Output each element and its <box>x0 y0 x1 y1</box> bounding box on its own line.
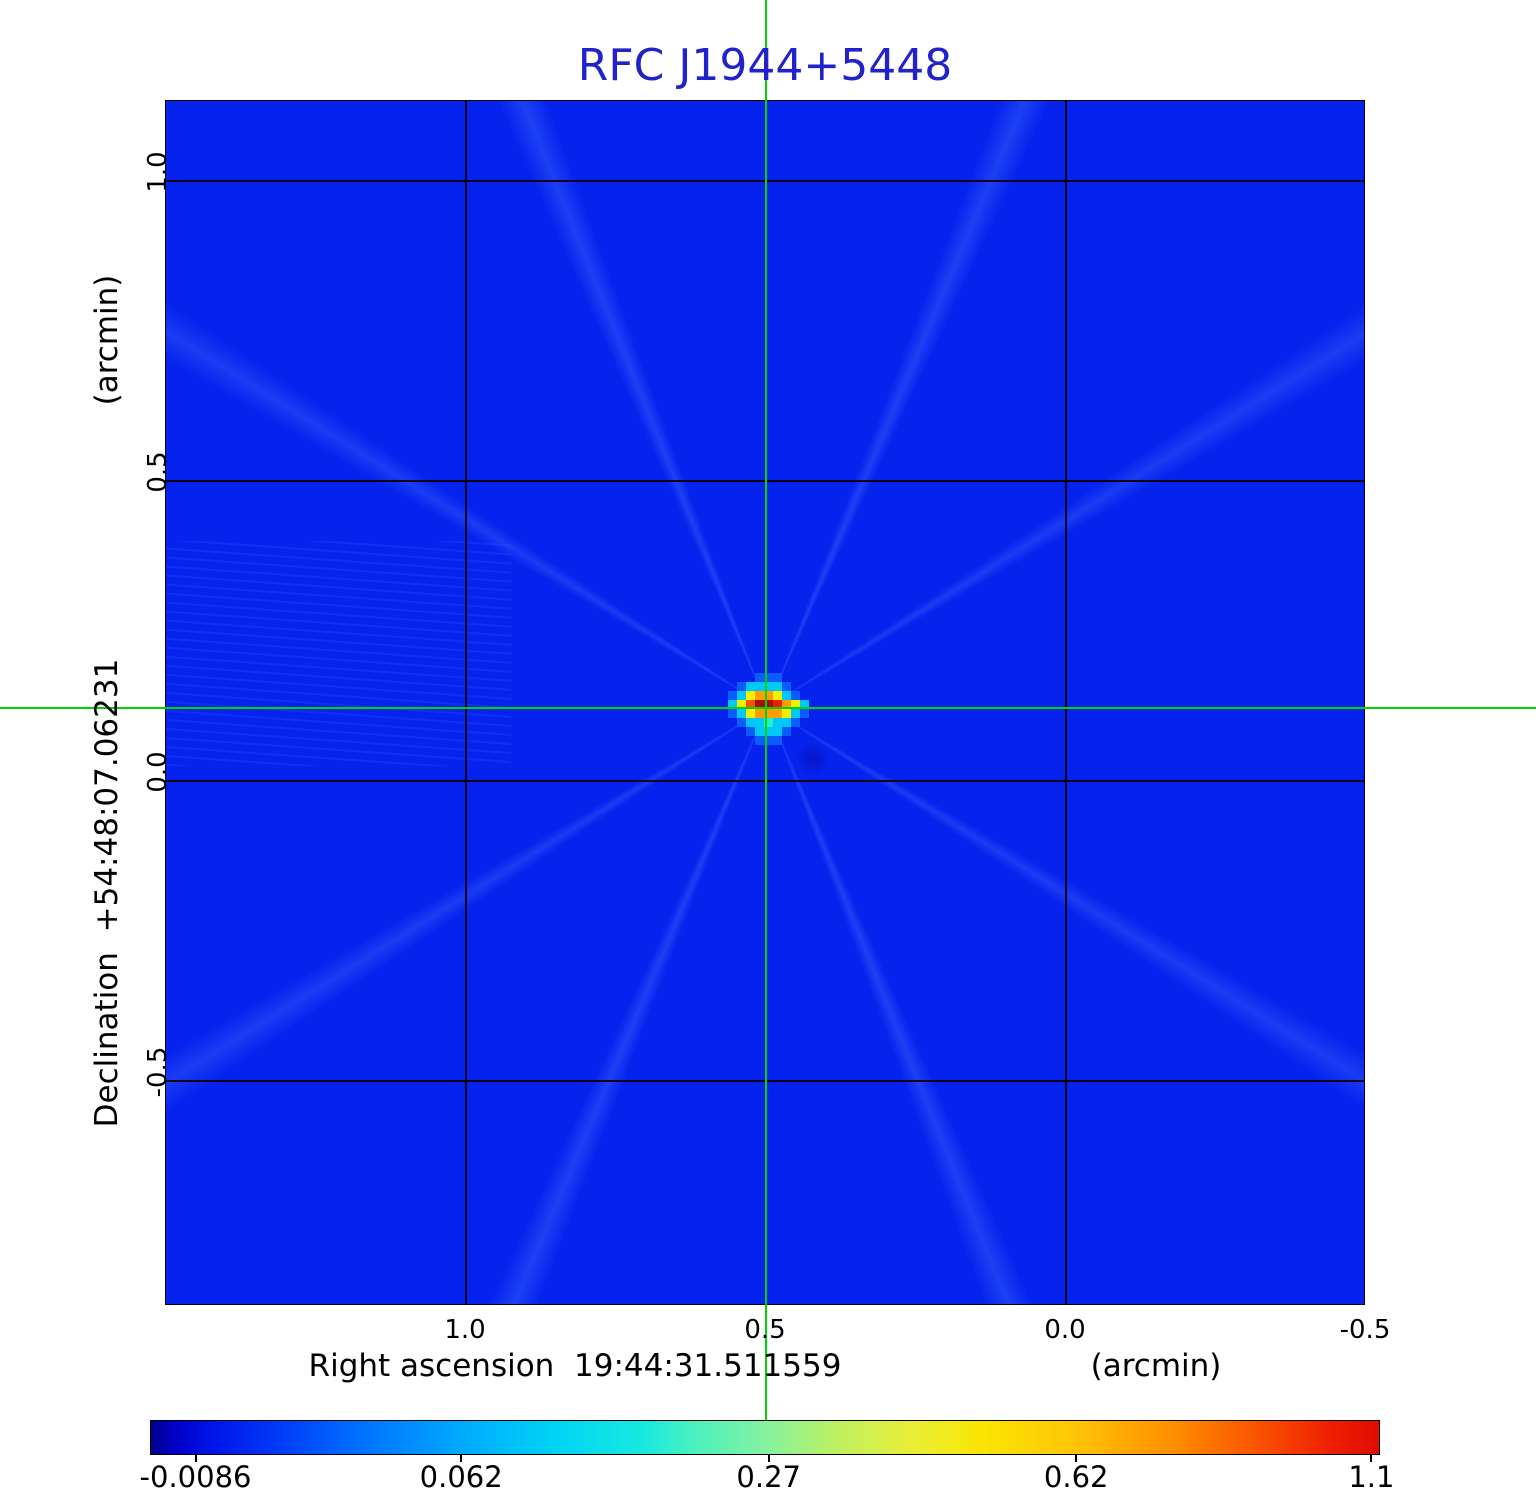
colorbar-tick-label: 0.62 <box>1043 1460 1109 1494</box>
source-pixel <box>764 682 773 691</box>
source-pixel <box>773 673 782 682</box>
colorbar-gradient <box>150 1420 1380 1455</box>
colorbar-tick-label: 1.1 <box>1348 1460 1395 1494</box>
source-pixel <box>800 700 809 709</box>
source-pixel <box>746 709 755 718</box>
source-pixel <box>764 736 773 745</box>
x-tick-label: 0.5 <box>744 1315 786 1345</box>
vertical-gridline <box>1065 101 1067 1304</box>
x-tick-label: -0.5 <box>1339 1315 1391 1345</box>
source-pixel <box>773 718 782 727</box>
source-pixel <box>728 709 737 718</box>
source-pixel <box>755 691 764 700</box>
source-pixel <box>782 718 791 727</box>
colorbar-tick-label: 0.27 <box>736 1460 801 1494</box>
source-pixel <box>737 700 746 709</box>
crosshair-vertical-line <box>765 0 767 1420</box>
source-pixel <box>791 709 800 718</box>
y-axis-unit: (arcmin) <box>89 274 125 406</box>
colorbar-tick <box>194 1455 197 1462</box>
vertical-gridline <box>465 101 467 1304</box>
x-tick-label: 1.0 <box>444 1315 486 1345</box>
source-pixel <box>755 718 764 727</box>
x-axis-label: Right ascension 19:44:31.511559 <box>308 1348 842 1384</box>
source-pixel <box>746 682 755 691</box>
source-pixel <box>737 682 746 691</box>
colorbar-tick <box>1075 1455 1078 1462</box>
negative-sidelobe-spot <box>795 741 831 777</box>
source-pixel <box>755 736 764 745</box>
source-pixel <box>782 682 791 691</box>
y-tick-label: -0.5 <box>143 1046 173 1098</box>
y-tick-label: 1.0 <box>143 151 173 193</box>
noise-ripples <box>166 541 511 766</box>
source-pixel <box>737 691 746 700</box>
source-pixel <box>782 700 791 709</box>
source-pixel <box>782 709 791 718</box>
source-pixel <box>773 727 782 736</box>
colorbar-tick-label: 0.062 <box>419 1460 503 1494</box>
y-axis-label: Declination +54:48:07.06231 <box>89 658 125 1128</box>
plot-title: RFC J1944+5448 <box>577 40 953 91</box>
source-pixel <box>791 691 800 700</box>
source-pixel <box>800 709 809 718</box>
source-pixel <box>755 673 764 682</box>
source-pixel <box>737 709 746 718</box>
colorbar-tick <box>767 1455 770 1462</box>
source-pixel <box>755 727 764 736</box>
source-pixel <box>728 691 737 700</box>
source-pixel <box>773 682 782 691</box>
y-tick-label: 0.5 <box>143 451 173 493</box>
x-tick-label: 0.0 <box>1044 1315 1086 1345</box>
source-pixels <box>728 673 809 745</box>
source-pixel <box>773 709 782 718</box>
source-pixel <box>737 718 746 727</box>
source-pixel <box>791 718 800 727</box>
source-pixel <box>791 700 800 709</box>
source-pixel <box>755 682 764 691</box>
source-pixel <box>764 673 773 682</box>
source-pixel <box>764 709 773 718</box>
colorbar-tick <box>460 1455 463 1462</box>
source-pixel <box>746 691 755 700</box>
colorbar-tick-label: -0.0086 <box>139 1460 252 1494</box>
source-pixel <box>755 709 764 718</box>
source-pixel <box>764 691 773 700</box>
colorbar-tick <box>1370 1455 1373 1462</box>
source-pixel <box>755 700 764 709</box>
source-pixel <box>773 736 782 745</box>
source-pixel <box>746 700 755 709</box>
source-pixel <box>764 718 773 727</box>
crosshair-horizontal-line <box>0 707 1536 709</box>
source-pixel <box>746 718 755 727</box>
source-pixel <box>782 691 791 700</box>
source-pixel <box>728 700 737 709</box>
source-pixel <box>773 691 782 700</box>
y-tick-label: 0.0 <box>143 751 173 793</box>
source-pixel <box>746 727 755 736</box>
source-pixel <box>773 700 782 709</box>
source-pixel <box>764 727 773 736</box>
source-pixel <box>782 727 791 736</box>
source-pixel <box>764 700 773 709</box>
x-axis-unit: (arcmin) <box>1090 1348 1222 1384</box>
